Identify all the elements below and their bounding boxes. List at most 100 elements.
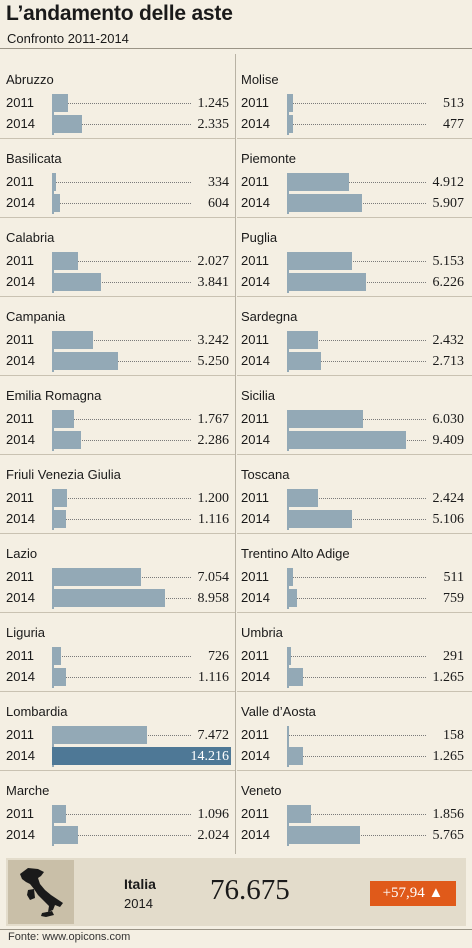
panel-separator bbox=[237, 612, 472, 613]
region-name: Friuli Venezia Giulia bbox=[6, 467, 121, 482]
year-label: 2014 bbox=[241, 195, 270, 210]
year-label: 2014 bbox=[241, 669, 270, 684]
bar-2014 bbox=[52, 115, 82, 133]
year-label: 2011 bbox=[241, 95, 269, 110]
bar-baseline bbox=[287, 94, 289, 135]
value-label: 291 bbox=[439, 647, 466, 665]
bar-row: 2011 7.472 bbox=[6, 726, 231, 744]
panel-separator bbox=[237, 375, 472, 376]
bar-row: 2011 2.432 bbox=[241, 331, 466, 349]
bar-row: 2014 9.409 bbox=[241, 431, 466, 449]
year-label: 2011 bbox=[241, 569, 269, 584]
up-triangle-icon: ▲ bbox=[428, 885, 444, 901]
bar-row: 2014 8.958 bbox=[6, 589, 231, 607]
bar-row: 2014 6.226 bbox=[241, 273, 466, 291]
leader-line bbox=[289, 677, 426, 678]
bar-row: 2011 513 bbox=[241, 94, 466, 112]
value-label: 759 bbox=[439, 589, 466, 607]
region-name: Marche bbox=[6, 783, 50, 798]
bar-baseline bbox=[52, 568, 54, 609]
bar-2011 bbox=[287, 331, 318, 349]
bar-row: 2014 5.907 bbox=[241, 194, 466, 212]
bar-2011 bbox=[52, 726, 147, 744]
bar-baseline bbox=[52, 647, 54, 688]
italy-map-icon bbox=[20, 868, 63, 917]
value-label: 14.216 bbox=[186, 747, 231, 765]
bar-row: 2014 2.286 bbox=[6, 431, 231, 449]
leader-line bbox=[54, 361, 191, 362]
region-panel: Umbria 2011 291 2014 1.265 bbox=[241, 618, 466, 697]
region-panel: Sicilia 2011 6.030 2014 9.409 bbox=[241, 381, 466, 460]
bar-row: 2014 1.116 bbox=[6, 510, 231, 528]
bar-row: 2014 1.116 bbox=[6, 668, 231, 686]
bar-2014 bbox=[52, 747, 231, 765]
year-label: 2014 bbox=[6, 195, 35, 210]
year-label: 2011 bbox=[6, 569, 34, 584]
leader-line bbox=[289, 182, 426, 183]
region-panel: Marche 2011 1.096 2014 2.024 bbox=[6, 776, 231, 855]
leader-line bbox=[54, 498, 191, 499]
panel-separator bbox=[0, 296, 235, 297]
bar-2011 bbox=[52, 173, 57, 191]
value-label: 1.096 bbox=[193, 805, 231, 823]
year-label: 2011 bbox=[6, 490, 34, 505]
bar-row: 2011 158 bbox=[241, 726, 466, 744]
chart-title: L’andamento delle aste bbox=[6, 2, 233, 25]
panel-separator bbox=[0, 612, 235, 613]
leader-line bbox=[54, 519, 191, 520]
leader-line bbox=[54, 203, 191, 204]
value-label: 2.024 bbox=[193, 826, 231, 844]
year-label: 2014 bbox=[241, 827, 270, 842]
leader-line bbox=[54, 340, 191, 341]
panel-separator bbox=[237, 454, 472, 455]
bar-baseline bbox=[52, 331, 54, 372]
bar-baseline bbox=[52, 410, 54, 451]
value-label: 8.958 bbox=[193, 589, 231, 607]
panel-separator bbox=[237, 217, 472, 218]
bar-2014 bbox=[287, 115, 294, 133]
bar-row: 2011 7.054 bbox=[6, 568, 231, 586]
bar-2011 bbox=[52, 94, 68, 112]
bar-row: 2014 5.250 bbox=[6, 352, 231, 370]
bar-row: 2014 1.265 bbox=[241, 668, 466, 686]
bar-2014 bbox=[287, 194, 362, 212]
panel-separator bbox=[0, 375, 235, 376]
bar-baseline bbox=[52, 252, 54, 293]
panel-separator bbox=[237, 691, 472, 692]
bar-2011 bbox=[52, 805, 66, 823]
bar-baseline bbox=[52, 173, 54, 214]
leader-line bbox=[289, 814, 426, 815]
region-panel: Sardegna 2011 2.432 2014 2.713 bbox=[241, 302, 466, 381]
bar-row: 2011 511 bbox=[241, 568, 466, 586]
bar-baseline bbox=[287, 252, 289, 293]
bar-row: 2011 1.200 bbox=[6, 489, 231, 507]
region-name: Campania bbox=[6, 309, 66, 324]
bar-row: 2011 1.096 bbox=[6, 805, 231, 823]
value-label: 726 bbox=[204, 647, 231, 665]
panel-separator bbox=[237, 770, 472, 771]
year-label: 2011 bbox=[6, 332, 34, 347]
leader-line bbox=[289, 598, 426, 599]
value-label: 2.335 bbox=[193, 115, 231, 133]
value-label: 1.245 bbox=[193, 94, 231, 112]
bar-baseline bbox=[52, 805, 54, 846]
column-separator bbox=[235, 54, 236, 854]
header-rule bbox=[0, 48, 472, 49]
panel-separator bbox=[0, 770, 235, 771]
bar-baseline bbox=[287, 173, 289, 214]
value-label: 2.424 bbox=[428, 489, 466, 507]
value-label: 1.116 bbox=[194, 668, 231, 686]
source-note: Fonte: www.opicons.com bbox=[8, 931, 131, 943]
bar-2014 bbox=[287, 431, 407, 449]
value-label: 5.250 bbox=[193, 352, 231, 370]
year-label: 2011 bbox=[241, 806, 269, 821]
bar-baseline bbox=[287, 647, 289, 688]
value-label: 2.286 bbox=[193, 431, 231, 449]
value-label: 2.432 bbox=[428, 331, 466, 349]
value-label: 1.265 bbox=[428, 668, 466, 686]
year-label: 2011 bbox=[241, 174, 269, 189]
region-panel: Calabria 2011 2.027 2014 3.841 bbox=[6, 223, 231, 302]
bar-2011 bbox=[287, 94, 294, 112]
bar-baseline bbox=[52, 726, 54, 767]
bar-2014 bbox=[52, 352, 119, 370]
